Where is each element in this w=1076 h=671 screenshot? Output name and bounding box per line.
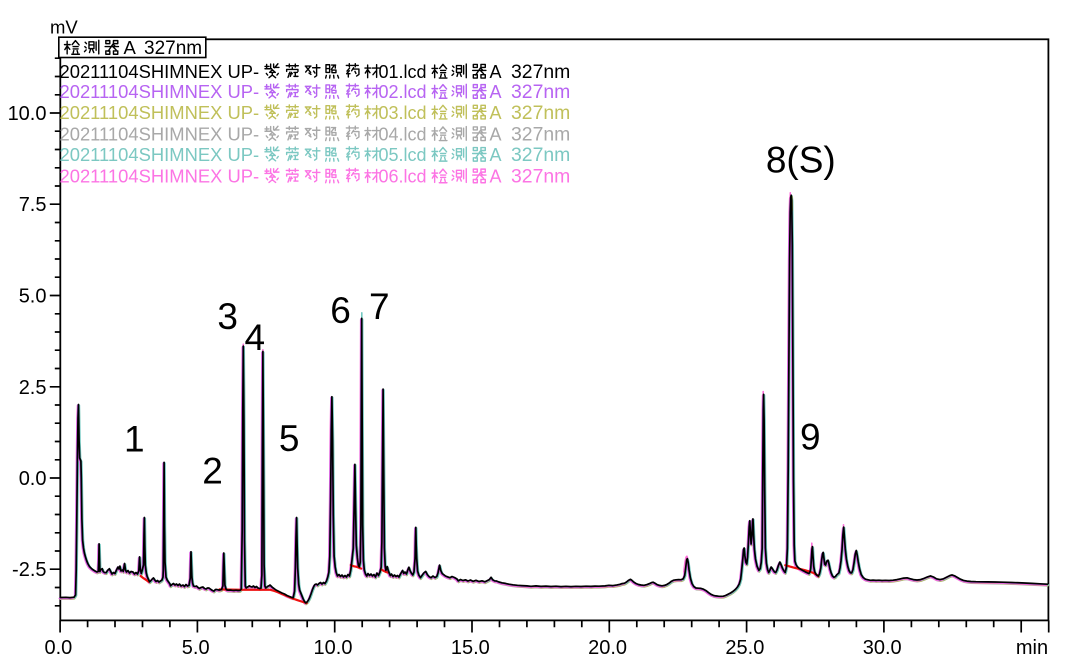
svg-text:327nm: 327nm [511,166,570,188]
svg-text:02.lcd: 02.lcd [379,82,427,102]
svg-text:20211104SHIMNEX UP-: 20211104SHIMNEX UP- [60,144,260,165]
svg-text:2: 2 [202,450,223,491]
svg-text:5: 5 [279,418,300,459]
svg-text:01.lcd: 01.lcd [379,62,427,82]
svg-text:A: A [490,62,502,82]
svg-text:15.0: 15.0 [451,637,490,659]
svg-text:327nm: 327nm [511,124,570,146]
svg-text:A: A [490,145,502,165]
svg-text:20211104SHIMNEX UP-: 20211104SHIMNEX UP- [60,102,260,123]
svg-text:2.5: 2.5 [19,377,47,399]
svg-text:mV: mV [50,17,78,38]
svg-text:min: min [1016,637,1048,659]
svg-text:7.5: 7.5 [19,194,47,216]
svg-text:20211104SHIMNEX UP-: 20211104SHIMNEX UP- [60,124,260,145]
svg-text:05.lcd: 05.lcd [379,145,427,165]
svg-text:25.0: 25.0 [725,637,764,659]
svg-text:06.lcd: 06.lcd [379,167,427,187]
svg-text:A: A [490,125,502,145]
svg-text:4: 4 [245,317,266,358]
svg-text:A: A [124,37,137,58]
svg-text:327nm: 327nm [511,102,570,124]
svg-text:1: 1 [124,419,145,460]
svg-text:A: A [490,82,502,102]
svg-text:20211104SHIMNEX UP-: 20211104SHIMNEX UP- [60,81,260,102]
svg-text:10.0: 10.0 [8,103,47,125]
svg-text:03.lcd: 03.lcd [379,103,427,123]
svg-text:7: 7 [369,286,390,327]
svg-text:3: 3 [217,296,238,337]
svg-text:6: 6 [330,290,351,331]
svg-text:0.0: 0.0 [44,637,72,659]
svg-text:0.0: 0.0 [19,468,47,490]
svg-text:9: 9 [800,417,821,458]
svg-text:A: A [490,103,502,123]
svg-text:5.0: 5.0 [182,637,210,659]
svg-text:20211104SHIMNEX UP-: 20211104SHIMNEX UP- [60,61,260,82]
svg-text:5.0: 5.0 [19,286,47,308]
svg-text:04.lcd: 04.lcd [379,125,427,145]
svg-text:10.0: 10.0 [314,637,353,659]
svg-text:327nm: 327nm [511,61,570,83]
svg-text:327nm: 327nm [511,144,570,166]
svg-text:20.0: 20.0 [588,637,627,659]
svg-text:-2.5: -2.5 [12,559,46,581]
svg-text:30.0: 30.0 [863,637,902,659]
svg-text:8(S): 8(S) [766,140,836,181]
svg-text:A: A [490,167,502,187]
svg-text:20211104SHIMNEX UP-: 20211104SHIMNEX UP- [60,166,260,187]
svg-text:327nm: 327nm [144,38,202,59]
svg-text:327nm: 327nm [511,81,570,103]
